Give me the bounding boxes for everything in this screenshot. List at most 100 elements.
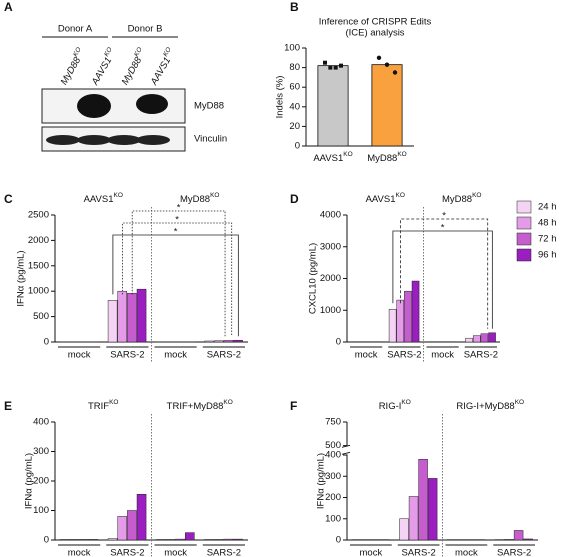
donor-label: Donor A — [58, 24, 93, 35]
group-label-sup: KO — [210, 192, 219, 199]
bar — [465, 337, 473, 343]
significance-bracket — [131, 210, 226, 337]
bar — [136, 288, 147, 343]
axis-break — [344, 446, 350, 455]
lane-label: MyD88KO — [118, 46, 148, 86]
bar — [59, 539, 70, 541]
blot-band — [107, 135, 141, 145]
x-tick-label: mock — [355, 350, 378, 361]
bar — [156, 539, 166, 541]
group-label: RIG-I+MyD88KO — [456, 399, 524, 411]
blot-band — [46, 135, 80, 145]
lane-label-sup: KO — [162, 46, 173, 58]
bar — [411, 280, 420, 343]
lane-label-main: MyD88 — [119, 55, 144, 87]
significance-star: * — [442, 211, 446, 222]
bar — [504, 539, 514, 541]
y-tick-label: 300 — [325, 471, 341, 482]
group-label-main: AAVS1 — [366, 194, 396, 205]
bar — [418, 459, 428, 541]
y-axis-label: IFNα (pg/mL) — [16, 250, 27, 306]
y-tick-label: 40 — [289, 101, 300, 112]
x-tick-label-sup: KO — [397, 151, 406, 158]
band-label: MyD88 — [194, 101, 224, 112]
group-label-sup: KO — [515, 399, 524, 406]
x-tick-label-sup: KO — [343, 151, 352, 158]
bar — [317, 65, 349, 147]
y-axis-label: IFNα (pg/mL) — [316, 453, 327, 509]
lane-label-sup: KO — [103, 46, 114, 58]
y-tick-label: 200 — [325, 492, 341, 503]
x-tick-label: SARS-2 — [207, 350, 241, 361]
panel-label: D — [290, 192, 299, 206]
group-label: TRIF+MyD88KO — [167, 399, 233, 411]
data-point — [339, 63, 343, 68]
y-tick-label: 0 — [295, 141, 300, 152]
group-label: AAVS1KO — [84, 192, 123, 204]
blot-band — [136, 135, 170, 145]
bar — [107, 300, 118, 343]
x-tick-label: mock — [431, 350, 454, 361]
y-tick-label: 500 — [33, 311, 49, 322]
data-point — [384, 62, 390, 67]
y-tick-label: 0 — [336, 337, 341, 348]
group-label-main: RIG-I+MyD88 — [456, 401, 514, 412]
y-tick-label: 100 — [33, 505, 49, 516]
group-label-sup: KO — [396, 192, 405, 199]
group-label-main: RIG-I — [379, 401, 402, 412]
x-tick-label: SARS-2 — [207, 548, 241, 557]
data-point — [392, 70, 398, 75]
y-tick-label: 1000 — [28, 286, 49, 297]
bar — [371, 64, 403, 147]
band-label: Vinculin — [194, 134, 227, 145]
blot-band — [136, 94, 168, 114]
y-tick-label: 4000 — [320, 210, 341, 221]
bar — [472, 335, 481, 343]
legend-label: 24 h — [538, 202, 557, 213]
panel-label: B — [290, 0, 299, 14]
bar — [396, 299, 405, 343]
y-axis-label: CXCL10 (pg/mL) — [308, 243, 319, 314]
bar — [513, 530, 524, 541]
bar — [480, 333, 489, 343]
x-tick-label: mock — [68, 548, 91, 557]
bar — [136, 494, 147, 541]
bar — [404, 290, 412, 343]
panel-label: C — [4, 192, 13, 206]
bar — [117, 516, 128, 541]
donor-label: Donor B — [128, 24, 163, 35]
group-label-main: TRIF — [88, 401, 109, 412]
bar — [233, 339, 243, 343]
lane-label-sup: KO — [72, 46, 83, 58]
legend-label: 72 h — [538, 234, 557, 245]
group-label: AAVS1KO — [366, 192, 405, 204]
y-tick-label: 80 — [289, 62, 300, 73]
panel-label: E — [4, 399, 12, 413]
bar — [213, 340, 224, 343]
x-tick-label: MyD88KO — [367, 151, 407, 163]
legend-swatch — [516, 232, 532, 246]
y-axis-label: IFNα (pg/mL) — [24, 453, 35, 509]
lane-label-main: MyD88 — [58, 55, 83, 87]
bar — [399, 518, 409, 541]
x-tick-label: SARS-2 — [497, 548, 531, 557]
lane-label: AAVS1KO — [147, 46, 178, 87]
bar — [127, 510, 137, 541]
bar — [107, 538, 118, 541]
x-tick-label: SARS-2 — [387, 350, 421, 361]
y-tick-label: 20 — [289, 121, 300, 132]
lane-label-main: AAVS1 — [148, 55, 173, 87]
y-tick-label: 2500 — [28, 210, 49, 221]
data-point — [328, 65, 333, 70]
y-tick-label: 100 — [325, 513, 341, 524]
significance-bracket — [112, 234, 239, 337]
legend-swatch — [516, 216, 532, 230]
axis-break-mark — [341, 451, 351, 455]
x-tick-label: mock — [360, 548, 383, 557]
group-label: MyD88KO — [180, 192, 220, 204]
y-tick-label: 0 — [44, 535, 49, 546]
chart-title: Inference of CRISPR Edits — [319, 17, 432, 28]
y-tick-label: 750 — [325, 417, 341, 428]
y-tick-label: 0 — [336, 535, 341, 546]
bar — [165, 539, 176, 541]
